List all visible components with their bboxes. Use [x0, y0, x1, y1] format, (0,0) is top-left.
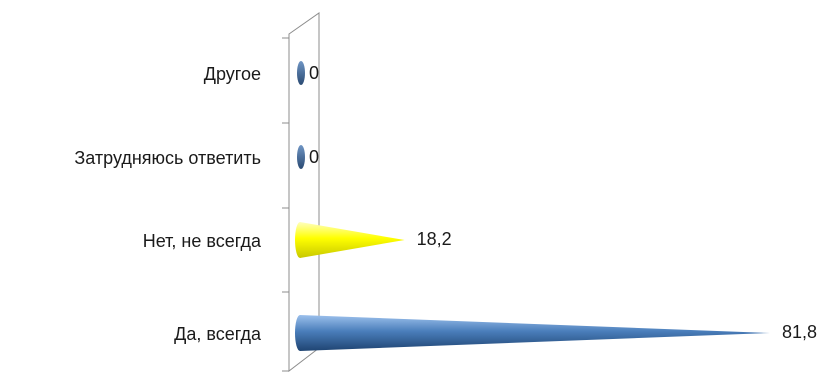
value-label: 0 [309, 63, 319, 83]
cone-2 [295, 222, 405, 258]
cone-1 [295, 315, 770, 351]
data-marks [295, 61, 770, 351]
labels: 81,8 Да, всегда 18,2 Нет, не всегда 0 Затрудн… [74, 63, 817, 344]
axis-ticks [282, 37, 289, 372]
value-label: 0 [309, 147, 319, 167]
cone-body [300, 222, 405, 258]
category-label: Да, всегда [174, 324, 262, 344]
cone-base [297, 145, 305, 169]
category-label: Нет, не всегда [143, 231, 262, 251]
value-label: 18,2 [417, 229, 452, 249]
category-label: Затрудняюсь ответить [74, 148, 261, 168]
cone-4 [297, 61, 305, 85]
cone-base [295, 315, 305, 351]
cone-body [300, 315, 770, 351]
cone-3 [297, 145, 305, 169]
category-label: Другое [204, 64, 261, 84]
cone-base [297, 61, 305, 85]
cone-base [295, 222, 305, 258]
value-label: 81,8 [782, 322, 817, 342]
